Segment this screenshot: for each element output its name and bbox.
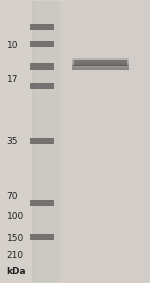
FancyBboxPatch shape <box>74 60 127 66</box>
Text: 10: 10 <box>7 41 18 50</box>
Text: 17: 17 <box>7 75 18 84</box>
Text: 210: 210 <box>7 251 24 260</box>
Text: 70: 70 <box>7 192 18 201</box>
Text: kDa: kDa <box>7 267 26 276</box>
FancyBboxPatch shape <box>30 41 54 47</box>
FancyBboxPatch shape <box>30 138 54 144</box>
FancyBboxPatch shape <box>72 64 129 66</box>
FancyBboxPatch shape <box>72 60 129 61</box>
FancyBboxPatch shape <box>72 67 129 68</box>
FancyBboxPatch shape <box>30 83 54 89</box>
FancyBboxPatch shape <box>30 24 54 30</box>
FancyBboxPatch shape <box>33 1 60 282</box>
Text: 150: 150 <box>7 234 24 243</box>
FancyBboxPatch shape <box>72 68 129 70</box>
FancyBboxPatch shape <box>72 61 129 63</box>
FancyBboxPatch shape <box>72 63 129 64</box>
FancyBboxPatch shape <box>30 200 54 206</box>
Text: 100: 100 <box>7 212 24 221</box>
FancyBboxPatch shape <box>30 63 54 70</box>
FancyBboxPatch shape <box>72 58 129 60</box>
Text: 35: 35 <box>7 137 18 146</box>
FancyBboxPatch shape <box>33 1 149 282</box>
FancyBboxPatch shape <box>33 1 149 282</box>
FancyBboxPatch shape <box>72 65 129 67</box>
FancyBboxPatch shape <box>30 234 54 240</box>
